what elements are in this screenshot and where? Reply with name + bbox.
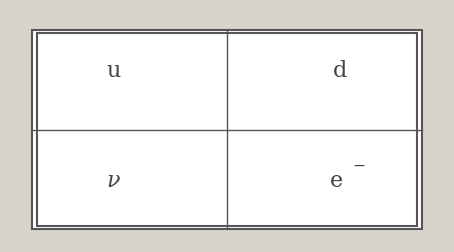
Text: ν: ν bbox=[107, 170, 120, 193]
Text: d: d bbox=[333, 59, 348, 82]
Text: −: − bbox=[352, 158, 365, 175]
Bar bbox=[37, 33, 417, 226]
Bar bbox=[32, 30, 422, 229]
Text: u: u bbox=[106, 59, 121, 82]
Bar bbox=[32, 30, 422, 229]
Text: e: e bbox=[330, 170, 342, 193]
